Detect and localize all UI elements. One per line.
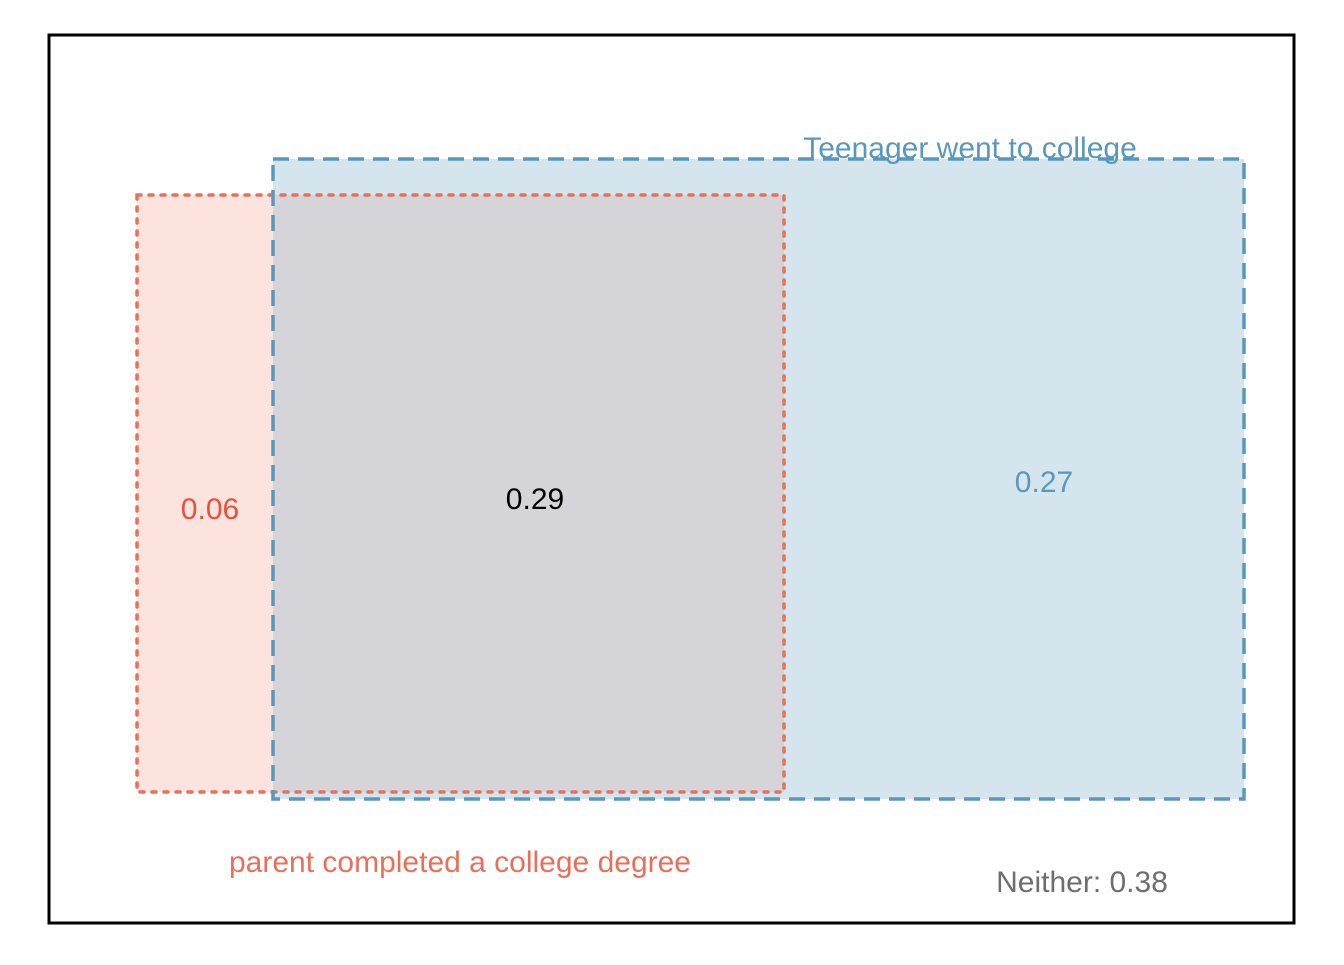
teen-only-value: 0.27 — [1015, 466, 1073, 499]
parent-only-value: 0.06 — [181, 493, 239, 526]
parent-set-label: parent completed a college degree — [229, 846, 691, 879]
neither-label: Neither: 0.38 — [996, 866, 1168, 899]
teen-set-label: Teenager went to college — [803, 132, 1137, 165]
parent-set-border — [135, 193, 786, 794]
teen-set-border — [271, 157, 1246, 801]
overlap-value: 0.29 — [506, 483, 564, 516]
overlap-region — [273, 195, 784, 792]
